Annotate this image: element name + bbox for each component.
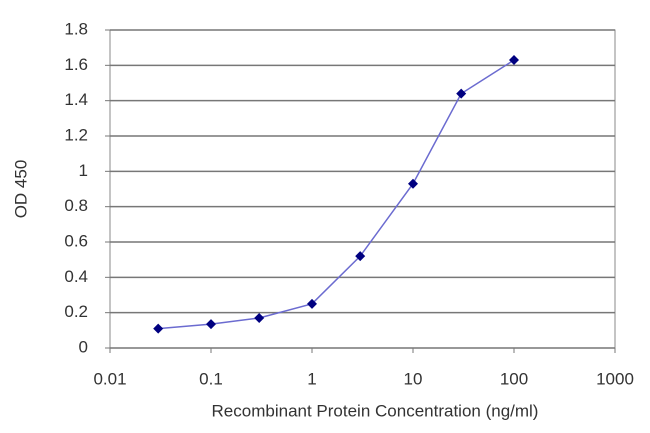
data-point [509,55,519,66]
y-axis-label: OD 450 [11,160,30,219]
series-line [158,59,515,330]
y-tick-label: 1.8 [64,19,88,38]
data-point [456,88,467,99]
y-tick-label: 1.4 [64,90,88,109]
x-tick-label: 0.1 [199,369,223,388]
x-tick-label: 1 [307,369,316,388]
y-tick-label: 0.6 [64,231,88,250]
data-point [408,178,418,189]
x-tick-label: 10 [404,369,423,388]
y-tick-label: 0.4 [64,267,88,286]
y-tick-label: 0.2 [64,302,88,321]
y-tick-label: 0.8 [64,196,88,215]
data-point [153,323,164,334]
data-point [254,312,265,323]
data-point [307,298,317,309]
y-tick-label: 1.6 [64,55,88,74]
x-tick-label: 100 [500,369,528,388]
plot-area [109,29,616,349]
x-tick-label: 0.01 [93,369,126,388]
data-point [206,319,216,330]
x-axis-label: Recombinant Protein Concentration (ng/ml… [212,401,539,420]
y-tick-label: 0 [79,337,88,356]
x-tick-label: 1000 [596,369,634,388]
y-tick-label: 1 [79,161,88,180]
data-point [355,251,366,262]
y-tick-label: 1.2 [64,125,88,144]
